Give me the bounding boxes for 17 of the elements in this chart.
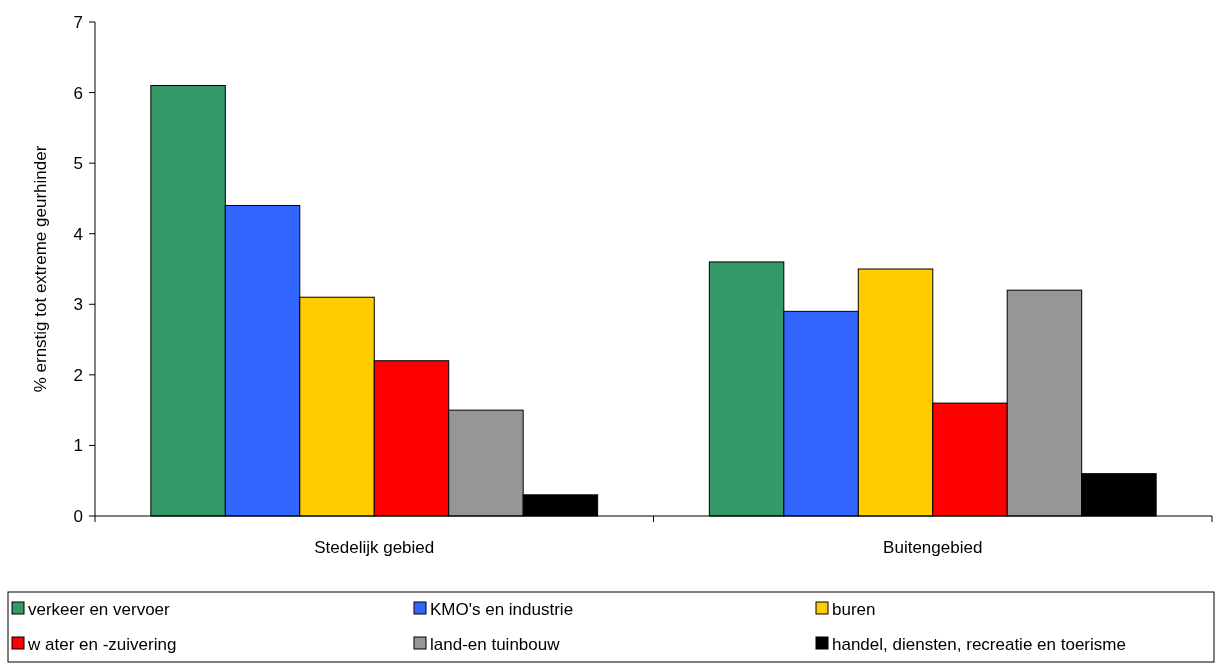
y-tick-label: 4 bbox=[73, 224, 83, 244]
y-tick-label: 1 bbox=[73, 436, 83, 456]
y-axis-title: % ernstig tot extreme geurhinder bbox=[31, 145, 50, 393]
x-tick-label: Stedelijk gebied bbox=[314, 538, 435, 557]
legend-label: KMO's en industrie bbox=[430, 599, 574, 619]
legend-label: verkeer en vervoer bbox=[28, 599, 171, 619]
y-tick-label: 3 bbox=[73, 295, 83, 315]
legend-label: w ater en -zuivering bbox=[27, 634, 177, 654]
y-tick-label: 6 bbox=[73, 83, 83, 103]
legend-label: land-en tuinbouw bbox=[430, 634, 561, 654]
y-tick-label: 5 bbox=[73, 154, 83, 174]
y-tick-label: 0 bbox=[73, 506, 83, 526]
legend-label: buren bbox=[832, 599, 876, 619]
legend-label: handel, diensten, recreatie en toerisme bbox=[832, 634, 1126, 654]
x-tick-label: Buitengebied bbox=[883, 538, 983, 557]
y-tick-label: 2 bbox=[73, 365, 83, 385]
y-tick-label: 7 bbox=[73, 12, 83, 32]
